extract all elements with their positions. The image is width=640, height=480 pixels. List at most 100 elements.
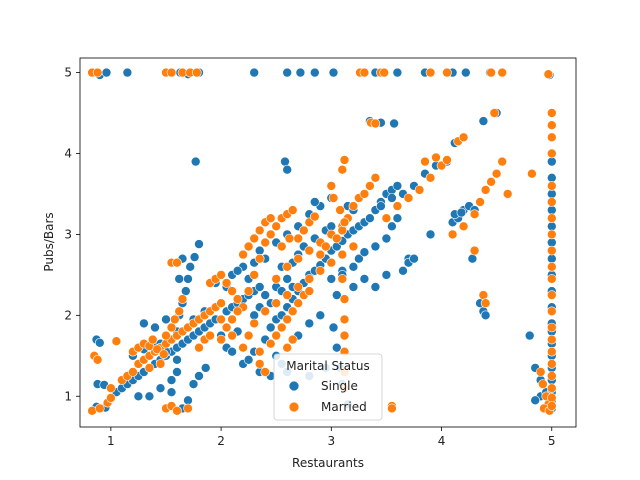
data-point-single <box>194 239 204 249</box>
data-point-single <box>546 253 557 264</box>
data-point-single <box>181 286 191 296</box>
data-point-married <box>304 286 315 296</box>
data-point-single <box>122 67 133 78</box>
data-point-married <box>293 253 304 264</box>
data-point-married <box>227 314 237 325</box>
data-point-married <box>365 181 375 191</box>
data-point-married <box>293 298 304 309</box>
data-point-single <box>389 118 399 129</box>
data-point-single <box>166 387 177 398</box>
data-point-married <box>166 67 177 78</box>
data-point-married <box>284 233 295 244</box>
data-point-single <box>200 363 211 373</box>
data-point-single <box>232 265 243 276</box>
data-point-single <box>172 354 182 365</box>
data-point-married <box>238 249 248 260</box>
data-point-single <box>282 274 293 284</box>
data-point-married <box>546 359 557 369</box>
data-point-single <box>348 261 359 272</box>
data-point-married <box>249 270 259 280</box>
data-point-married <box>469 245 480 256</box>
data-point-married <box>260 306 271 317</box>
data-point-single <box>409 253 419 264</box>
data-point-single <box>249 310 259 321</box>
data-point-married <box>254 359 265 369</box>
data-point-single <box>392 67 403 78</box>
data-point-married <box>348 201 359 211</box>
data-point-married <box>546 334 557 345</box>
data-point-married <box>282 342 293 353</box>
data-point-married <box>420 156 430 167</box>
data-point-single <box>387 193 397 203</box>
data-point-single <box>376 201 386 211</box>
data-point-married <box>265 213 276 223</box>
data-point-married <box>287 334 298 345</box>
data-point-single <box>144 391 155 402</box>
data-point-single <box>155 383 166 394</box>
data-point-single <box>348 282 359 292</box>
data-point-single <box>183 274 193 284</box>
data-point-married <box>497 67 508 78</box>
data-point-single <box>546 189 557 199</box>
data-point-married <box>546 371 557 381</box>
data-point-single <box>227 346 237 357</box>
data-point-married <box>414 185 425 195</box>
data-point-married <box>128 367 138 377</box>
data-point-single <box>95 337 105 348</box>
data-point-married <box>486 67 496 78</box>
data-point-married <box>265 338 276 349</box>
data-point-married <box>92 354 103 365</box>
data-point-married <box>546 261 557 272</box>
data-point-single <box>150 322 160 333</box>
data-point-married <box>144 363 155 373</box>
data-point-married <box>348 241 359 252</box>
data-point-married <box>546 393 557 403</box>
data-point-married <box>489 108 500 118</box>
data-point-single <box>370 282 381 292</box>
data-point-single <box>328 67 339 78</box>
data-point-single <box>365 213 375 223</box>
data-point-married <box>326 181 337 191</box>
data-point-single <box>166 375 177 385</box>
data-point-married <box>458 221 469 232</box>
data-point-single <box>398 265 408 276</box>
data-point-married <box>442 155 452 165</box>
data-point-married <box>546 181 557 191</box>
data-point-married <box>282 261 293 272</box>
data-point-married <box>243 241 254 252</box>
data-point-single <box>480 310 491 321</box>
data-point-married <box>337 164 348 175</box>
data-point-married <box>379 67 390 78</box>
data-point-single <box>295 67 306 78</box>
data-point-single <box>194 371 204 381</box>
data-point-single <box>161 314 171 325</box>
data-point-married <box>458 132 469 143</box>
data-point-married <box>232 306 243 317</box>
data-point-married <box>293 282 304 292</box>
data-point-married <box>546 274 557 284</box>
data-point-single <box>530 395 541 406</box>
data-point-single <box>174 274 184 284</box>
data-point-married <box>315 249 326 260</box>
data-point-married <box>287 306 298 317</box>
data-point-married <box>254 346 265 357</box>
data-point-single <box>381 233 392 244</box>
data-point-single <box>183 395 193 406</box>
data-point-single <box>101 67 112 78</box>
data-point-married <box>282 290 293 300</box>
data-point-married <box>546 290 557 300</box>
legend-entry-single: Single <box>321 379 358 393</box>
data-point-single <box>309 197 320 207</box>
x-axis-label: Restaurants <box>292 456 364 470</box>
data-point-married <box>221 322 232 333</box>
data-point-married <box>546 346 557 357</box>
legend-title: Marital Status <box>286 359 369 373</box>
data-point-married <box>337 274 348 284</box>
data-point-married <box>95 403 105 414</box>
data-point-married <box>238 342 248 353</box>
data-point-married <box>546 322 557 333</box>
data-point-married <box>265 229 276 240</box>
data-point-married <box>425 67 436 78</box>
data-point-married <box>106 393 116 403</box>
data-point-married <box>546 229 557 240</box>
